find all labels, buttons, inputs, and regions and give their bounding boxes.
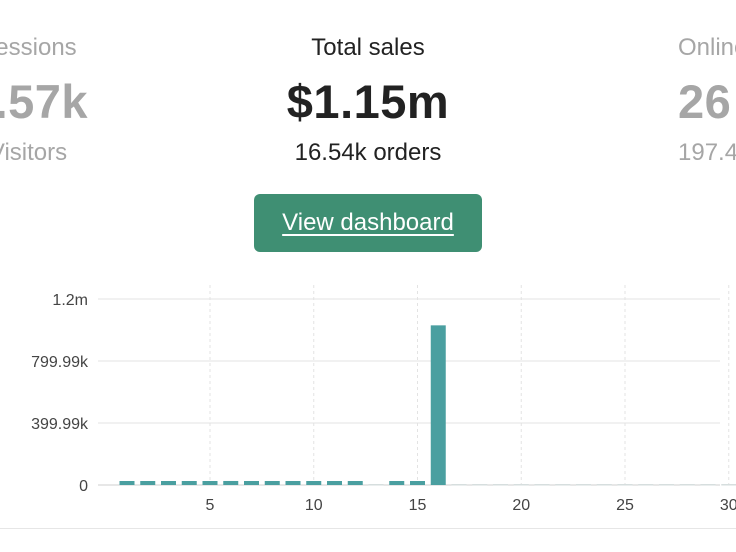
orders-count: 16.54k orders (294, 139, 442, 166)
x-tick-label: 5 (206, 497, 215, 514)
y-tick-label: 399.99k (31, 416, 89, 433)
bar-day-30 (721, 484, 736, 486)
online-sub: 197.4 (678, 139, 736, 166)
online-label: Online (678, 34, 736, 61)
total-sales-label: Total sales (311, 34, 425, 61)
bar-day-24 (596, 484, 612, 486)
bar-day-3 (161, 481, 176, 485)
bar-day-15 (410, 481, 425, 485)
chart-bars (119, 325, 736, 486)
y-tick-label: 0 (79, 478, 88, 495)
bar-day-21 (534, 484, 550, 486)
bar-day-4 (181, 481, 197, 485)
x-tick-label: 20 (512, 497, 530, 514)
online-stat: Online 26 197.4 (678, 34, 736, 167)
bar-day-13 (368, 484, 384, 486)
x-tick-label: 15 (409, 497, 427, 514)
bar-day-8 (264, 481, 280, 485)
bar-day-7 (244, 481, 259, 485)
bar-day-16 (430, 325, 446, 485)
x-tick-label: 30 (720, 497, 736, 514)
bar-day-6 (223, 480, 239, 485)
x-axis-labels: 5 10 15 20 25 30 (206, 497, 736, 514)
sessions-value: 3.57k (0, 75, 89, 128)
total-sales-value: $1.15m (286, 75, 450, 128)
bar-day-20 (513, 484, 529, 486)
online-value: 26 (678, 75, 732, 128)
total-sales-stat: Total sales $1.15m 16.54k orders (218, 34, 518, 167)
bar-day-12 (347, 481, 363, 485)
bar-day-19 (493, 484, 508, 486)
sessions-label: Sessions (0, 34, 77, 61)
bar-day-26 (638, 484, 654, 486)
bar-day-10 (306, 481, 322, 485)
bar-day-14 (389, 481, 405, 485)
chart-grid (98, 285, 730, 486)
bar-day-9 (285, 481, 301, 485)
bar-day-18 (472, 484, 488, 486)
bar-day-27 (659, 484, 674, 486)
bar-day-25 (617, 484, 633, 486)
bar-day-2 (140, 481, 156, 485)
y-axis-labels: 0 399.99k 799.99k 1.2m (31, 292, 89, 495)
y-tick-label: 1.2m (52, 292, 88, 309)
bar-day-23 (576, 484, 591, 486)
bar-day-28 (679, 484, 695, 486)
bottom-divider (0, 528, 736, 529)
sessions-stat: Sessions 3.57k Visitors (0, 34, 118, 167)
y-tick-label: 799.99k (31, 354, 89, 371)
bar-day-17 (451, 484, 467, 486)
bar-day-29 (700, 484, 716, 486)
x-tick-label: 25 (616, 497, 634, 514)
bar-day-11 (327, 481, 342, 485)
bar-day-22 (555, 484, 571, 486)
x-tick-label: 10 (305, 497, 323, 514)
bar-day-1 (119, 481, 135, 485)
bar-day-5 (202, 481, 218, 485)
view-dashboard-button[interactable]: View dashboard (254, 194, 482, 252)
sales-bar-chart: 0 399.99k 799.99k 1.2m 5 10 15 20 25 30 (31, 285, 736, 514)
visitors-label: Visitors (0, 139, 68, 166)
